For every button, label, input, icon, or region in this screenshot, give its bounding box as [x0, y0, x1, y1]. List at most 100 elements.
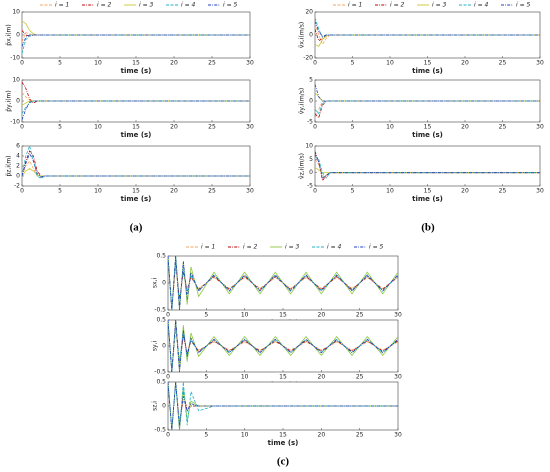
y-tick-label: 10 [12, 77, 20, 84]
legend-label: i = 1 [55, 2, 69, 9]
y-axis-label: ṽz,i(m/s) [299, 153, 306, 179]
y-tick-label: -5 [307, 183, 313, 190]
x-tick-label: 15 [424, 124, 432, 131]
x-tick-label: 0 [166, 432, 170, 439]
x-tick-label: 20 [461, 60, 469, 67]
x-tick-label: 5 [204, 312, 208, 319]
x-tick-label: 0 [20, 60, 24, 67]
x-tick-label: 20 [170, 60, 178, 67]
series-line [168, 320, 398, 372]
series-line [22, 100, 250, 121]
series-line [22, 152, 250, 178]
x-tick-label: 20 [170, 188, 178, 195]
x-tick-label: 30 [246, 124, 254, 131]
y-axis-label: p̃z,i(m) [6, 155, 13, 176]
x-tick-label: 25 [356, 374, 364, 381]
x-axis-label: time (s) [412, 195, 443, 203]
y-tick-label: 0 [162, 403, 166, 410]
x-tick-label: 10 [386, 60, 394, 67]
y-tick-label: 2 [16, 163, 20, 170]
x-tick-label: 15 [132, 60, 140, 67]
y-tick-label: 0 [309, 32, 313, 39]
legend-label: i = 5 [516, 2, 531, 9]
panel-label: (c) [277, 456, 290, 468]
y-tick-label: 10 [12, 9, 20, 16]
x-tick-label: 30 [394, 374, 402, 381]
x-tick-label: 10 [241, 432, 249, 439]
x-tick-label: 10 [241, 374, 249, 381]
x-tick-label: 15 [279, 312, 287, 319]
x-tick-label: 0 [20, 188, 24, 195]
series-line [315, 84, 540, 102]
x-axis-label: time (s) [121, 67, 152, 75]
series-group [168, 382, 398, 430]
legend-label: i = 4 [327, 244, 342, 251]
x-axis-label: time (s) [412, 131, 443, 139]
x-axis-label: time (s) [121, 195, 152, 203]
y-tick-label: 5 [309, 156, 313, 163]
x-tick-label: 5 [58, 188, 62, 195]
y-tick-label: -10 [10, 119, 20, 126]
x-tick-label: 15 [132, 188, 140, 195]
series-group [22, 81, 250, 121]
series-group [315, 151, 540, 182]
legend-label: i = 4 [474, 2, 489, 9]
x-tick-label: 20 [461, 188, 469, 195]
legend-label: i = 3 [432, 2, 447, 9]
x-tick-label: 0 [313, 60, 317, 67]
x-tick-label: 25 [499, 188, 507, 195]
x-tick-label: 0 [20, 124, 24, 131]
x-tick-label: 5 [351, 124, 355, 131]
series-line [22, 160, 250, 178]
y-tick-label: -10 [10, 55, 20, 62]
y-axis-label: ṽy,i(m/s) [299, 88, 306, 114]
legend-label: i = 2 [243, 244, 258, 251]
y-tick-label: 10 [305, 143, 313, 150]
x-tick-label: 15 [279, 432, 287, 439]
series-group [168, 320, 398, 372]
y-tick-label: 0 [309, 169, 313, 176]
series-line [315, 100, 540, 115]
y-tick-label: -20 [303, 55, 313, 62]
y-axis-label: sz,i [152, 401, 159, 411]
x-tick-label: 30 [246, 188, 254, 195]
x-axis-label: time (s) [412, 67, 443, 75]
x-tick-label: 30 [394, 432, 402, 439]
series-group [168, 256, 398, 310]
y-tick-label: 0 [16, 173, 20, 180]
x-tick-label: 20 [461, 124, 469, 131]
x-tick-label: 30 [536, 124, 544, 131]
y-tick-label: 0.5 [156, 253, 166, 260]
x-tick-label: 5 [351, 188, 355, 195]
series-group [22, 20, 250, 54]
series-line [168, 382, 398, 430]
x-tick-label: 25 [356, 432, 364, 439]
x-tick-label: 25 [208, 188, 216, 195]
x-tick-label: 0 [166, 374, 170, 381]
x-tick-label: 5 [204, 432, 208, 439]
plot-area [314, 145, 541, 187]
x-tick-label: 10 [386, 124, 394, 131]
x-axis-label: time (s) [121, 131, 152, 139]
series-group [315, 84, 540, 119]
legend-label: i = 5 [223, 2, 238, 9]
x-tick-label: 25 [499, 60, 507, 67]
y-tick-label: -0.5 [154, 369, 166, 376]
x-tick-label: 20 [318, 432, 326, 439]
series-group [315, 17, 540, 48]
y-tick-label: 6 [16, 143, 20, 150]
y-axis-label: sy,i [152, 341, 159, 352]
x-tick-label: 20 [318, 312, 326, 319]
y-tick-label: 0 [16, 32, 20, 39]
x-tick-label: 0 [313, 188, 317, 195]
x-tick-label: 5 [58, 124, 62, 131]
panel-label: (b) [421, 222, 435, 234]
x-tick-label: 25 [208, 60, 216, 67]
series-group [22, 146, 250, 179]
x-tick-label: 25 [208, 124, 216, 131]
x-tick-label: 30 [536, 60, 544, 67]
panel-label: (a) [130, 222, 143, 234]
x-tick-label: 10 [94, 60, 102, 67]
y-tick-label: 0 [162, 280, 166, 287]
series-line [315, 153, 540, 179]
